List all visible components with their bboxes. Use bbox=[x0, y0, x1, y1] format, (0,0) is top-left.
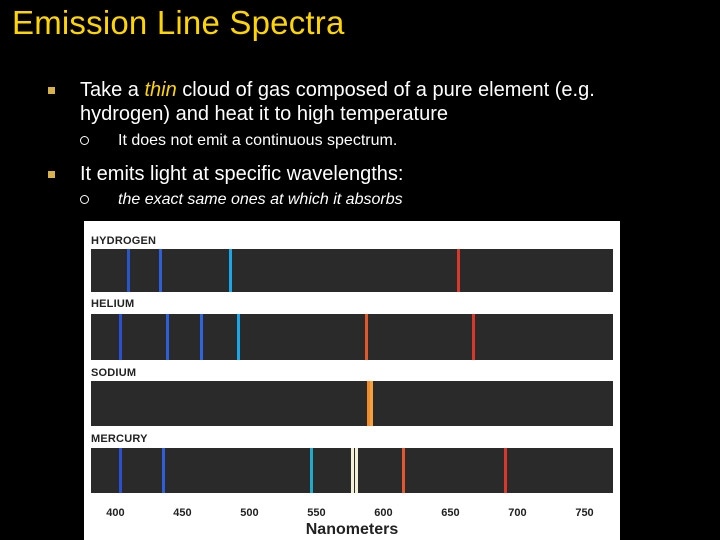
square-bullet-icon bbox=[48, 171, 55, 178]
emission-line bbox=[229, 249, 233, 292]
bullet-1-pre: Take a bbox=[80, 79, 145, 101]
bullet-1-post: cloud of gas composed of a pure element … bbox=[80, 79, 595, 125]
emission-line bbox=[457, 249, 461, 292]
emission-line bbox=[364, 314, 368, 360]
spectrum-label: HELIUM bbox=[91, 298, 135, 310]
emission-line bbox=[503, 448, 507, 493]
emission-line bbox=[351, 448, 355, 493]
bullet-1-text: Take a thin cloud of gas composed of a p… bbox=[80, 78, 680, 126]
x-tick-label: 600 bbox=[374, 507, 393, 519]
x-tick-label: 450 bbox=[173, 507, 192, 519]
hydrogen-spectrum bbox=[91, 249, 613, 292]
sodium-spectrum bbox=[91, 381, 613, 426]
emission-line bbox=[237, 314, 241, 360]
emission-line bbox=[119, 448, 123, 493]
bullet-1-emph: thin bbox=[144, 79, 177, 101]
emission-line bbox=[162, 448, 166, 493]
spectrum-label: SODIUM bbox=[91, 367, 137, 379]
ring-bullet-icon bbox=[80, 195, 89, 204]
emission-line bbox=[199, 314, 203, 360]
x-axis-title: Nanometers bbox=[305, 521, 399, 538]
helium-spectrum bbox=[91, 314, 613, 360]
emission-line bbox=[119, 314, 123, 360]
bullet-2-text: It emits light at specific wavelengths: bbox=[80, 163, 404, 185]
emission-line bbox=[355, 448, 359, 493]
emission-line bbox=[309, 448, 313, 493]
mercury-spectrum bbox=[91, 448, 613, 493]
spectra-figure: HYDROGEN HELIUM SODIUM MERCURY 400 450 500… bbox=[84, 221, 620, 540]
emission-line bbox=[369, 381, 373, 426]
x-tick-label: 500 bbox=[240, 507, 259, 519]
emission-line bbox=[159, 249, 163, 292]
emission-line bbox=[166, 314, 170, 360]
sub-bullet-1-text: It does not emit a continuous spectrum. bbox=[118, 132, 398, 149]
x-tick-label: 750 bbox=[575, 507, 594, 519]
sub-bullet-2-text: the exact same ones at which it absorbs bbox=[118, 191, 403, 208]
emission-line bbox=[402, 448, 406, 493]
x-tick-label: 400 bbox=[106, 507, 125, 519]
x-tick-label: 550 bbox=[307, 507, 326, 519]
square-bullet-icon bbox=[48, 87, 55, 94]
ring-bullet-icon bbox=[80, 136, 89, 145]
emission-line bbox=[471, 314, 475, 360]
x-tick-label: 650 bbox=[441, 507, 460, 519]
spectrum-label: MERCURY bbox=[91, 433, 148, 445]
emission-line bbox=[127, 249, 131, 292]
x-tick-label: 700 bbox=[508, 507, 527, 519]
slide-title: Emission Line Spectra bbox=[12, 4, 345, 41]
emission-line bbox=[367, 381, 371, 426]
spectrum-label: HYDROGEN bbox=[91, 235, 157, 247]
